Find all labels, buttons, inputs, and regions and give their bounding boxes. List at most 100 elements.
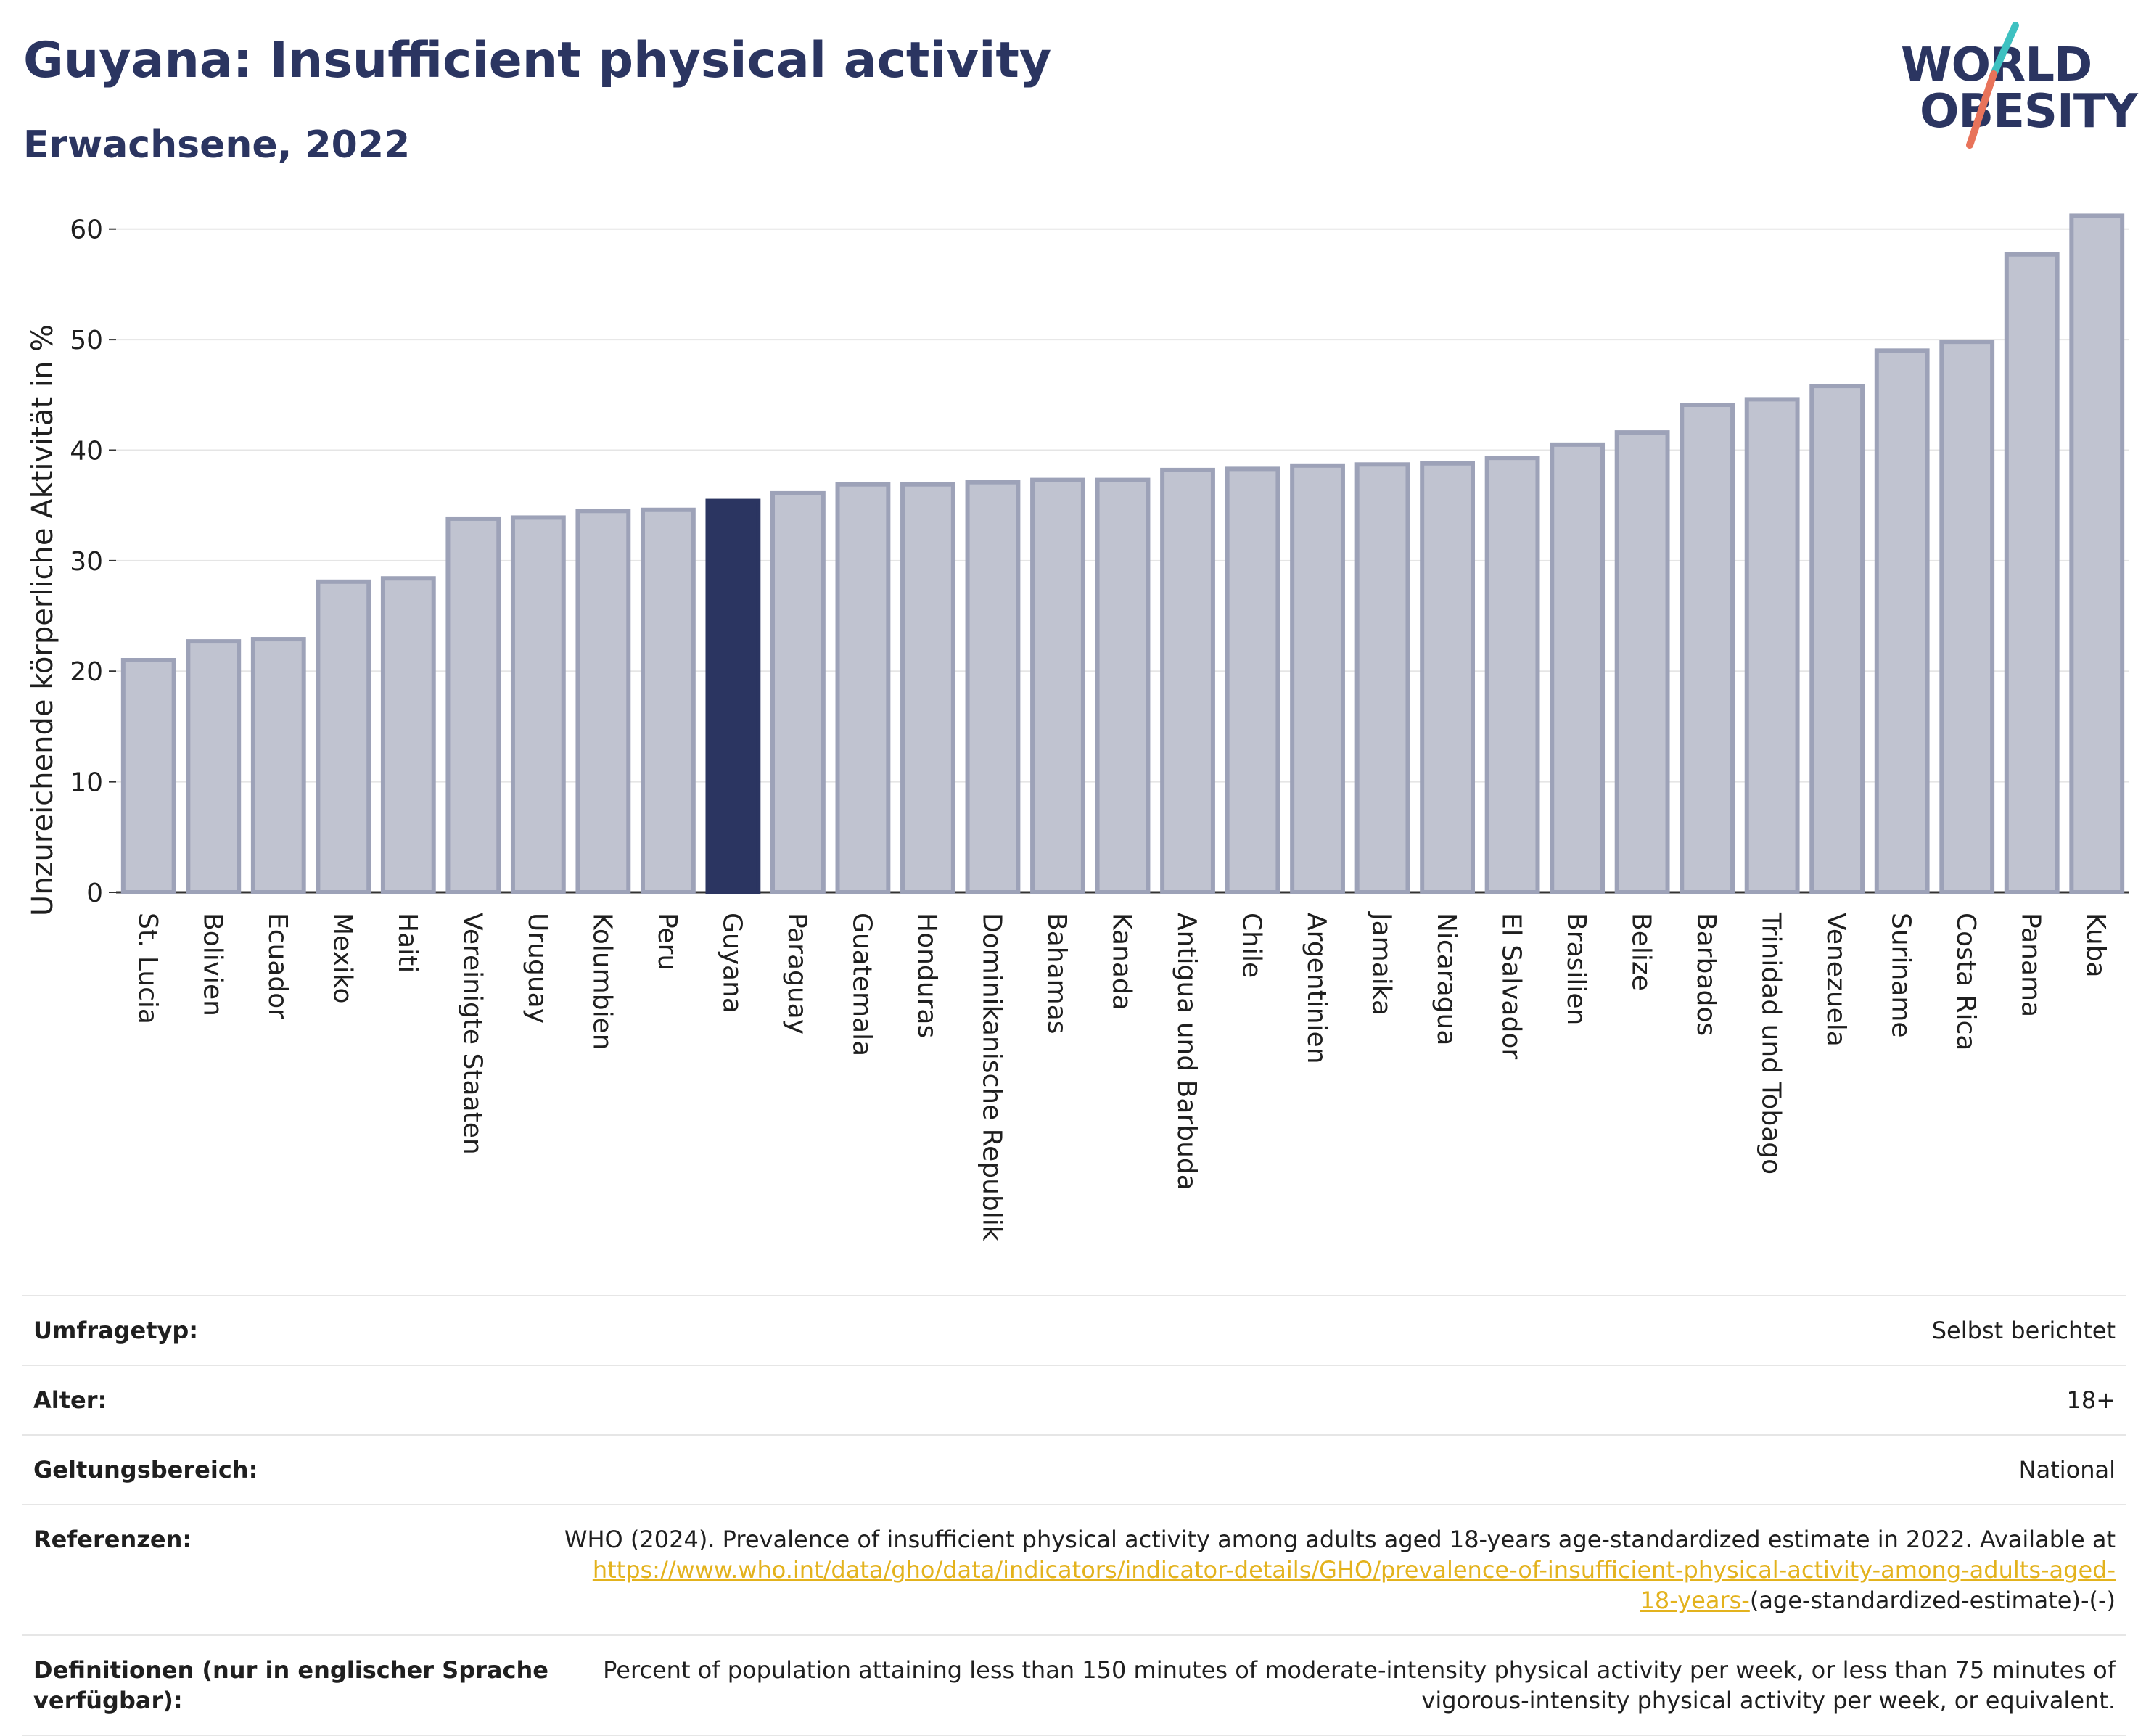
info-row-survey-type: Umfragetyp: Selbst berichtet [22, 1295, 2126, 1365]
definitions-line-2: vigorous-intensity physical activity per… [1421, 1687, 2116, 1714]
x-tick-label: Ecuador [263, 913, 292, 1019]
bar-trinidad-und-tobago [1744, 397, 1800, 894]
bar-st-lucia [120, 658, 176, 894]
info-table: Umfragetyp: Selbst berichtet Alter: 18+ … [22, 1295, 2126, 1736]
x-tick-label: Kuba [2081, 913, 2110, 978]
x-tick-label: Chile [1237, 913, 1267, 978]
x-tick-label: Costa Rica [1951, 913, 1981, 1050]
references-link-line-2: 18-years- [1640, 1587, 1750, 1614]
logo-line-2: OBESITY [1920, 85, 2138, 139]
scope-label: Geltungsbereich: [33, 1456, 258, 1484]
x-tick-label: Venezuela [1821, 913, 1851, 1047]
x-tick-label: Haiti [392, 913, 422, 973]
x-tick-label: El Salvador [1497, 913, 1526, 1059]
bar-argentinien [1290, 463, 1345, 894]
x-tick-label: Guyana [717, 913, 747, 1013]
bar-suriname [1874, 348, 1930, 895]
bar-mexiko [316, 579, 371, 894]
references-text: WHO (2024). Prevalence of insufficient p… [564, 1526, 2116, 1553]
bar-jamaika [1354, 462, 1410, 894]
bar-paraguay [770, 490, 826, 894]
survey-type-label: Umfragetyp: [33, 1317, 199, 1344]
x-tick-label: Uruguay [522, 913, 552, 1024]
y-tick-label: 10 [70, 768, 103, 798]
bar-antigua-und-barbuda [1160, 467, 1215, 894]
x-tick-label: Brasilien [1561, 913, 1591, 1025]
bar-nicaragua [1420, 461, 1475, 894]
bar-uruguay [510, 515, 566, 894]
x-tick-label: Belize [1627, 913, 1656, 991]
x-tick-label: Kolumbien [587, 913, 617, 1050]
chart-title: Guyana: Insufficient physical activity [23, 32, 1052, 89]
x-axis-labels: St. Lucia Bolivien Ecuador Mexiko Haiti Verei… [133, 911, 2110, 1241]
age-value: 18+ [2066, 1386, 2116, 1414]
x-tick-label: Bolivien [197, 913, 227, 1016]
x-tick-label: Vereinigte Staaten [457, 913, 487, 1155]
bars [120, 213, 2125, 895]
x-tick-label: Kanada [1107, 913, 1137, 1011]
references-link[interactable]: https://www.who.int/data/gho/data/indica… [593, 1556, 2116, 1614]
y-tick-label: 30 [70, 547, 103, 577]
references-label: Referenzen: [33, 1526, 192, 1553]
y-tick-label: 50 [70, 326, 103, 355]
bar-kanada [1095, 477, 1151, 895]
bar-venezuela [1809, 384, 1865, 895]
bar-bahamas [1030, 477, 1085, 895]
x-tick-label: Argentinien [1302, 913, 1331, 1064]
x-tick-label: Panama [2016, 913, 2046, 1017]
x-tick-label: Barbados [1691, 913, 1721, 1036]
world-obesity-logo: WORLD OBESITY [1886, 22, 2138, 152]
y-tick-label: 20 [70, 657, 103, 687]
y-axis-label: Unzureichende körperliche Aktivität in % [26, 324, 59, 916]
survey-type-value: Selbst berichtet [1931, 1317, 2116, 1344]
bar-honduras [900, 482, 955, 894]
references-value: WHO (2024). Prevalence of insufficient p… [556, 1524, 2116, 1616]
definitions-value: Percent of population attaining less tha… [556, 1655, 2116, 1716]
bar-chile [1225, 466, 1280, 894]
y-tick-label: 60 [70, 215, 103, 245]
bar-dominikanische-republik [965, 480, 1021, 894]
x-tick-label: Paraguay [782, 913, 812, 1034]
x-tick-label: Nicaragua [1431, 913, 1461, 1045]
logo-slash-icon [1966, 22, 2019, 149]
bar-guyana [705, 498, 761, 895]
x-tick-label: Guatemala [847, 913, 876, 1056]
x-tick-label: Trinidad und Tobago [1756, 912, 1786, 1175]
x-tick-label: Honduras [912, 913, 942, 1038]
x-tick-label: Mexiko [327, 913, 357, 1003]
bar-brasilien [1550, 442, 1606, 895]
bar-panama [2004, 252, 2060, 894]
bar-belize [1614, 430, 1670, 895]
x-tick-label: Antigua und Barbuda [1172, 913, 1201, 1190]
y-tick-label: 40 [70, 436, 103, 466]
bar-vereinigte-staaten [445, 516, 501, 894]
info-row-definitions: Definitionen (nur in englischer Sprache … [22, 1634, 2126, 1736]
bar-haiti [380, 576, 436, 894]
bar-peru [640, 507, 696, 894]
x-tick-label: Jamaika [1367, 911, 1397, 1016]
bar-barbados [1680, 403, 1735, 894]
bar-el-salvador [1484, 456, 1540, 894]
definitions-label: Definitionen (nur in englischer Sprache … [33, 1656, 548, 1714]
bar-chart: 0 10 20 30 40 50 60 St. Lucia Bolivien Ecuador Me… [26, 213, 2129, 1241]
bar-bolivien [186, 639, 242, 894]
bar-kolumbien [575, 509, 631, 894]
info-row-age: Alter: 18+ [22, 1365, 2126, 1434]
y-tick-label: 0 [86, 879, 103, 908]
x-tick-label: St. Lucia [133, 913, 163, 1024]
x-tick-label: Dominikanische Republik [977, 913, 1006, 1241]
chart-subtitle: Erwachsene, 2022 [23, 123, 411, 167]
bar-costa-rica [1939, 340, 1995, 894]
definitions-line-1: Percent of population attaining less tha… [603, 1656, 2116, 1684]
x-tick-label: Peru [652, 913, 682, 971]
x-tick-label: Suriname [1886, 913, 1916, 1038]
bar-kuba [2069, 213, 2125, 894]
scope-value: National [2018, 1456, 2116, 1484]
bar-guatemala [835, 482, 891, 894]
info-row-references: Referenzen: WHO (2024). Prevalence of in… [22, 1504, 2126, 1634]
x-tick-label: Bahamas [1042, 913, 1072, 1034]
references-link-line-1: https://www.who.int/data/gho/data/indica… [592, 1556, 2116, 1584]
info-row-scope: Geltungsbereich: National [22, 1434, 2126, 1504]
references-suffix: (age-standardized-estimate)-(-) [1749, 1587, 2116, 1614]
bar-ecuador [250, 637, 306, 894]
